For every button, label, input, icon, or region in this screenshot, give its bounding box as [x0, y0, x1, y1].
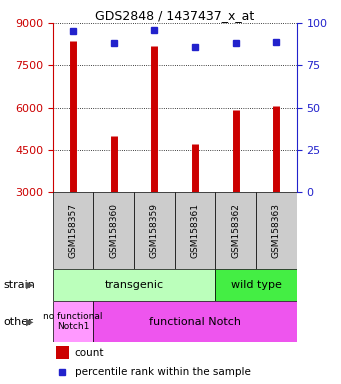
- Bar: [56, 346, 69, 359]
- Text: GSM158361: GSM158361: [191, 203, 199, 258]
- Text: GSM158357: GSM158357: [69, 203, 78, 258]
- Text: GSM158359: GSM158359: [150, 203, 159, 258]
- Text: GSM158363: GSM158363: [272, 203, 281, 258]
- Text: GSM158362: GSM158362: [231, 203, 240, 258]
- Bar: [93, 192, 134, 269]
- Text: other: other: [3, 316, 33, 327]
- Bar: [216, 269, 297, 301]
- Bar: [53, 301, 93, 342]
- Bar: [53, 269, 216, 301]
- Bar: [175, 192, 216, 269]
- Text: wild type: wild type: [231, 280, 281, 290]
- Text: no functional
Notch1: no functional Notch1: [43, 312, 103, 331]
- Bar: [256, 192, 297, 269]
- Title: GDS2848 / 1437437_x_at: GDS2848 / 1437437_x_at: [95, 9, 254, 22]
- Text: ▶: ▶: [26, 280, 33, 290]
- Bar: [216, 192, 256, 269]
- Text: ▶: ▶: [26, 316, 33, 327]
- Text: functional Notch: functional Notch: [149, 316, 241, 327]
- Bar: [53, 192, 93, 269]
- Text: transgenic: transgenic: [105, 280, 164, 290]
- Text: GSM158360: GSM158360: [109, 203, 118, 258]
- Bar: [134, 192, 175, 269]
- Bar: [93, 301, 297, 342]
- Text: count: count: [75, 348, 104, 358]
- Text: strain: strain: [3, 280, 35, 290]
- Text: percentile rank within the sample: percentile rank within the sample: [75, 367, 251, 377]
